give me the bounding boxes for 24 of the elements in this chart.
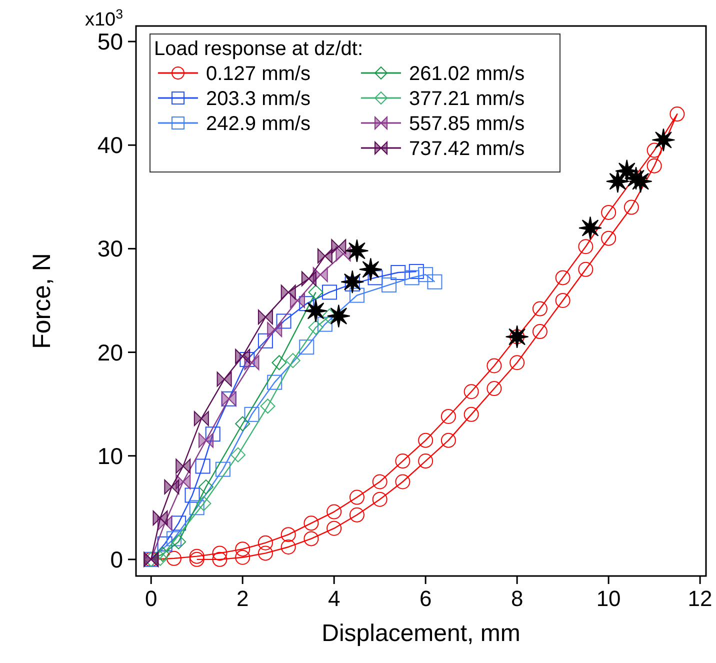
x-tick-label: 8	[510, 586, 524, 611]
x-tick-label: 6	[419, 586, 432, 611]
y-tick-label: 50	[97, 28, 123, 55]
legend-label: 737.42 mm/s	[409, 138, 525, 160]
x-axis-title: Displacement, mm	[322, 620, 520, 647]
y-tick-label: 40	[97, 132, 123, 158]
legend-label: 242.9 mm/s	[206, 113, 310, 135]
y-tick-label: 10	[97, 442, 123, 469]
legend-label: 261.02 mm/s	[409, 63, 525, 85]
legend-label: 377.21 mm/s	[409, 88, 525, 110]
x-tick-label: 2	[236, 586, 249, 611]
legend-title: Load response at dz/dt:	[154, 38, 364, 60]
y-tick-label: 0	[110, 546, 123, 572]
x-tick-label: 12	[688, 586, 712, 611]
y-tick-label: 30	[97, 236, 123, 262]
y-tick-label: 20	[97, 339, 123, 366]
x-tick-label: 0	[144, 586, 158, 611]
x-tick-label: 10	[596, 586, 621, 611]
legend-label: 203.3 mm/s	[206, 88, 310, 110]
text: x10$^{3}$	[84, 6, 123, 31]
x-tick-label: 4	[328, 586, 340, 611]
legend-label: 557.85 mm/s	[409, 113, 525, 135]
legend-label: 0.127 mm/s	[206, 63, 310, 85]
y-axis-title: Force, N	[28, 253, 56, 349]
